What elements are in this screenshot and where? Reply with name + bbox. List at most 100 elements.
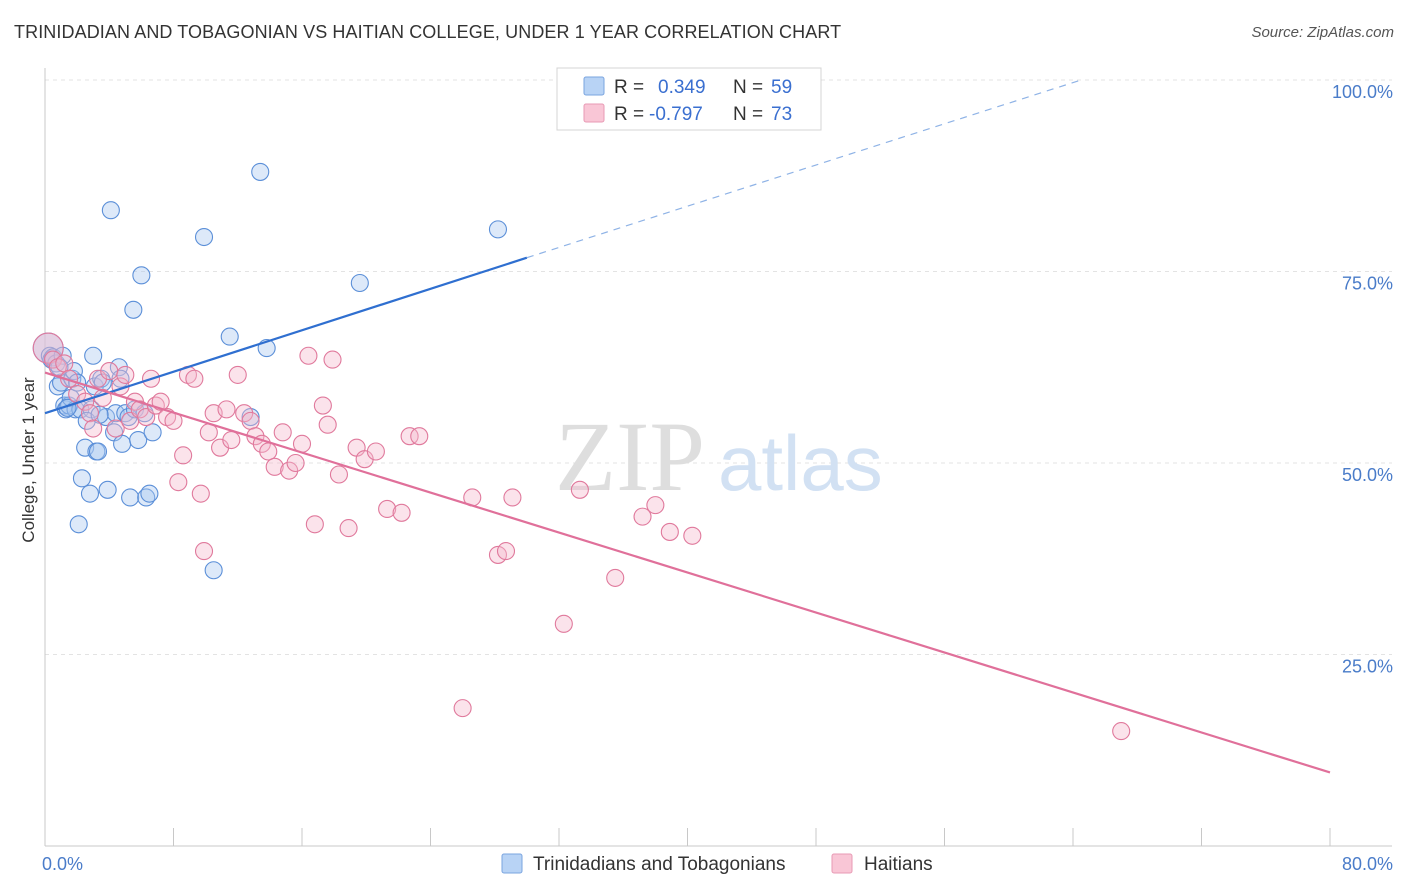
haitian-point-69 (660, 522, 679, 541)
trinidadian-point-52 (350, 273, 369, 293)
trinidadian-point-37 (121, 488, 140, 507)
haitian-point-24 (169, 473, 188, 492)
haitian-point-67 (633, 507, 652, 526)
legend-n-value-2: 73 (771, 104, 792, 125)
haitian-point-66 (606, 568, 625, 587)
haitian-point-58 (400, 427, 419, 446)
trinidadian-point-19 (80, 484, 100, 503)
legend-r-value-2: -0.797 (649, 104, 703, 125)
haitian-point-49 (318, 415, 337, 434)
grid-lines (45, 79, 1392, 655)
trinidadian-point-28 (98, 480, 117, 499)
haitian-point-47 (305, 515, 324, 534)
trinidadian-point-47 (204, 561, 223, 580)
trinidadian-point-44 (140, 484, 159, 503)
watermark-atlas: atlas (718, 419, 883, 507)
haitian-point-57 (392, 503, 411, 522)
bottom-legend-swatch-pink (831, 853, 853, 874)
series-trinidadians-points (32, 162, 508, 580)
haitian-point-56 (378, 499, 397, 519)
haitian-point-64 (554, 614, 573, 633)
series-haitians-points (32, 332, 1131, 741)
y-axis-label: College, Under 1 year (19, 377, 38, 543)
haitian-point-29 (194, 542, 214, 561)
y-tick-label-3: 100.0% (1332, 82, 1393, 102)
haitian-point-46 (299, 346, 318, 365)
legend-n-label-2: N = (733, 104, 763, 125)
haitian-point-0 (32, 332, 64, 364)
haitian-point-62 (496, 542, 516, 561)
y-tick-labels: 25.0% 50.0% 75.0% 100.0% (1332, 82, 1393, 677)
legend-swatch-pink (583, 103, 605, 123)
bottom-legend-label-pink: Haitians (864, 854, 933, 875)
haitian-point-12 (106, 419, 125, 438)
haitian-point-65 (570, 480, 589, 499)
y-tick-label-0: 25.0% (1342, 657, 1393, 677)
haitian-point-68 (646, 496, 665, 515)
haitian-point-4 (60, 369, 79, 388)
bottom-legend-label-blue: Trinidadians and Tobagonians (533, 854, 785, 875)
haitian-point-8 (84, 419, 103, 438)
legend-n-value-1: 59 (771, 77, 792, 98)
haitian-point-55 (366, 442, 385, 461)
haitian-point-63 (503, 488, 522, 507)
trinidadian-point-41 (132, 266, 151, 285)
haitian-point-41 (265, 457, 284, 476)
bottom-legend-swatch-blue (501, 853, 523, 874)
trinidadian-point-32 (109, 358, 128, 377)
stats-legend: R = 0.349 N = 59 R = -0.797 N = 73 (556, 67, 822, 131)
haitian-point-70 (683, 526, 702, 545)
legend-swatch-blue (583, 76, 605, 96)
trinidadian-point-24 (88, 442, 108, 461)
legend-r-value-1: 0.349 (658, 77, 706, 98)
trinidadian-point-53 (488, 220, 508, 239)
haitian-point-14 (116, 365, 135, 384)
haitian-point-40 (259, 442, 278, 461)
trinidadian-point-15 (69, 515, 88, 534)
haitian-point-27 (185, 369, 204, 388)
x-tick-label-max: 80.0% (1342, 854, 1393, 874)
trinidadian-point-50 (251, 162, 270, 181)
legend-n-label-1: N = (733, 77, 763, 98)
haitian-point-42 (273, 423, 292, 442)
watermark-zip: ZIP (555, 401, 705, 512)
haitian-point-59 (410, 427, 429, 446)
series-legend: Trinidadians and Tobagonians Haitians (501, 853, 933, 875)
legend-r-label-1: R = (614, 77, 644, 98)
trend-lines (44, 79, 1331, 774)
trinidadian-point-46 (194, 227, 214, 247)
haitian-point-33 (217, 400, 236, 419)
y-tick-label-2: 75.0% (1342, 274, 1393, 294)
haitian-point-52 (339, 519, 358, 538)
haitian-point-25 (174, 446, 193, 465)
haitian-trend-line (44, 371, 1331, 774)
haitian-point-35 (228, 365, 247, 384)
legend-r-label-2: R = (614, 104, 644, 125)
haitian-point-44 (286, 453, 305, 473)
haitian-point-50 (323, 350, 342, 369)
trinidadian-point-38 (124, 300, 143, 319)
trinidadian-trend-extension (526, 79, 1082, 259)
haitian-point-21 (151, 392, 170, 411)
trinidadian-point-34 (113, 434, 132, 453)
haitian-point-34 (222, 430, 241, 450)
chart-title: TRINIDADIAN AND TOBAGONIAN VS HAITIAN CO… (14, 22, 842, 42)
trinidadian-point-29 (101, 201, 120, 220)
haitian-point-48 (313, 396, 332, 415)
trinidadian-point-48 (220, 327, 239, 346)
y-tick-label-1: 50.0% (1342, 465, 1393, 485)
source-credit: Source: ZipAtlas.com (1251, 24, 1394, 41)
haitian-point-43 (280, 461, 299, 480)
haitian-point-6 (76, 392, 95, 411)
trinidadian-point-45 (143, 423, 162, 442)
haitian-point-51 (329, 465, 348, 484)
haitian-point-7 (80, 404, 100, 423)
trinidadian-point-40 (129, 430, 148, 450)
haitian-point-36 (235, 404, 254, 423)
haitian-point-37 (241, 411, 260, 430)
x-tick-label-min: 0.0% (42, 854, 83, 874)
haitian-point-11 (100, 362, 119, 381)
trinidadian-point-17 (72, 469, 91, 488)
haitian-point-71 (453, 699, 472, 718)
